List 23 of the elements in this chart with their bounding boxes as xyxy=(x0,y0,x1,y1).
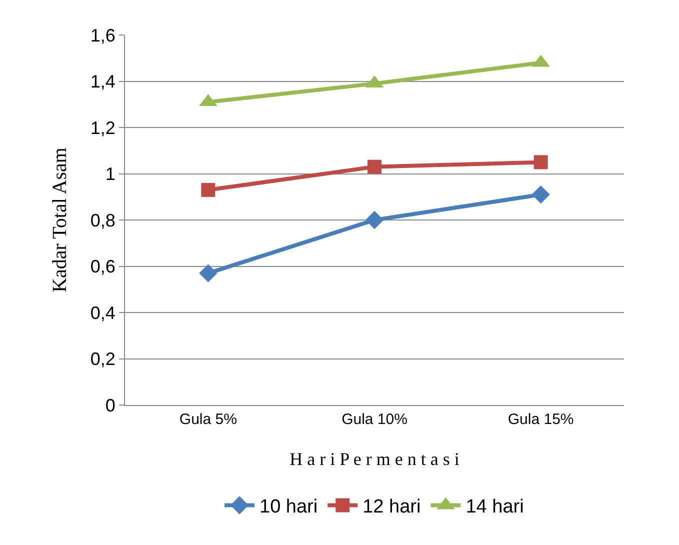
legend-label: 14 hari xyxy=(466,496,524,518)
x-tick-label: Gula 10% xyxy=(342,411,408,428)
point xyxy=(534,155,548,170)
y-tick-label: 1,4 xyxy=(90,72,116,92)
point xyxy=(201,182,216,197)
y-tick-label: 0 xyxy=(105,395,116,416)
legend-label: 12 hari xyxy=(362,496,421,518)
y-tick-label: 0,2 xyxy=(90,349,116,370)
y-tick-label: 1,2 xyxy=(90,118,116,138)
y-tick-label: 1 xyxy=(105,164,116,184)
y-tick-label: 0,8 xyxy=(90,210,116,230)
x-axis-title: H a r i P e r m e n t a s i xyxy=(290,449,460,470)
x-tick-label: Gula 15% xyxy=(508,411,574,428)
point xyxy=(365,210,384,230)
y-tick-label: 0,6 xyxy=(90,256,116,277)
y-tick-label: 1,6 xyxy=(90,25,116,46)
point xyxy=(532,185,550,204)
y-axis-title: Kadar Total Asam xyxy=(48,147,71,292)
point xyxy=(199,264,218,282)
y-tick-label: 0,4 xyxy=(90,302,116,323)
point xyxy=(368,160,382,174)
x-tick-label: Gula 5% xyxy=(179,411,237,428)
legend-label: 10 hari xyxy=(260,496,318,518)
